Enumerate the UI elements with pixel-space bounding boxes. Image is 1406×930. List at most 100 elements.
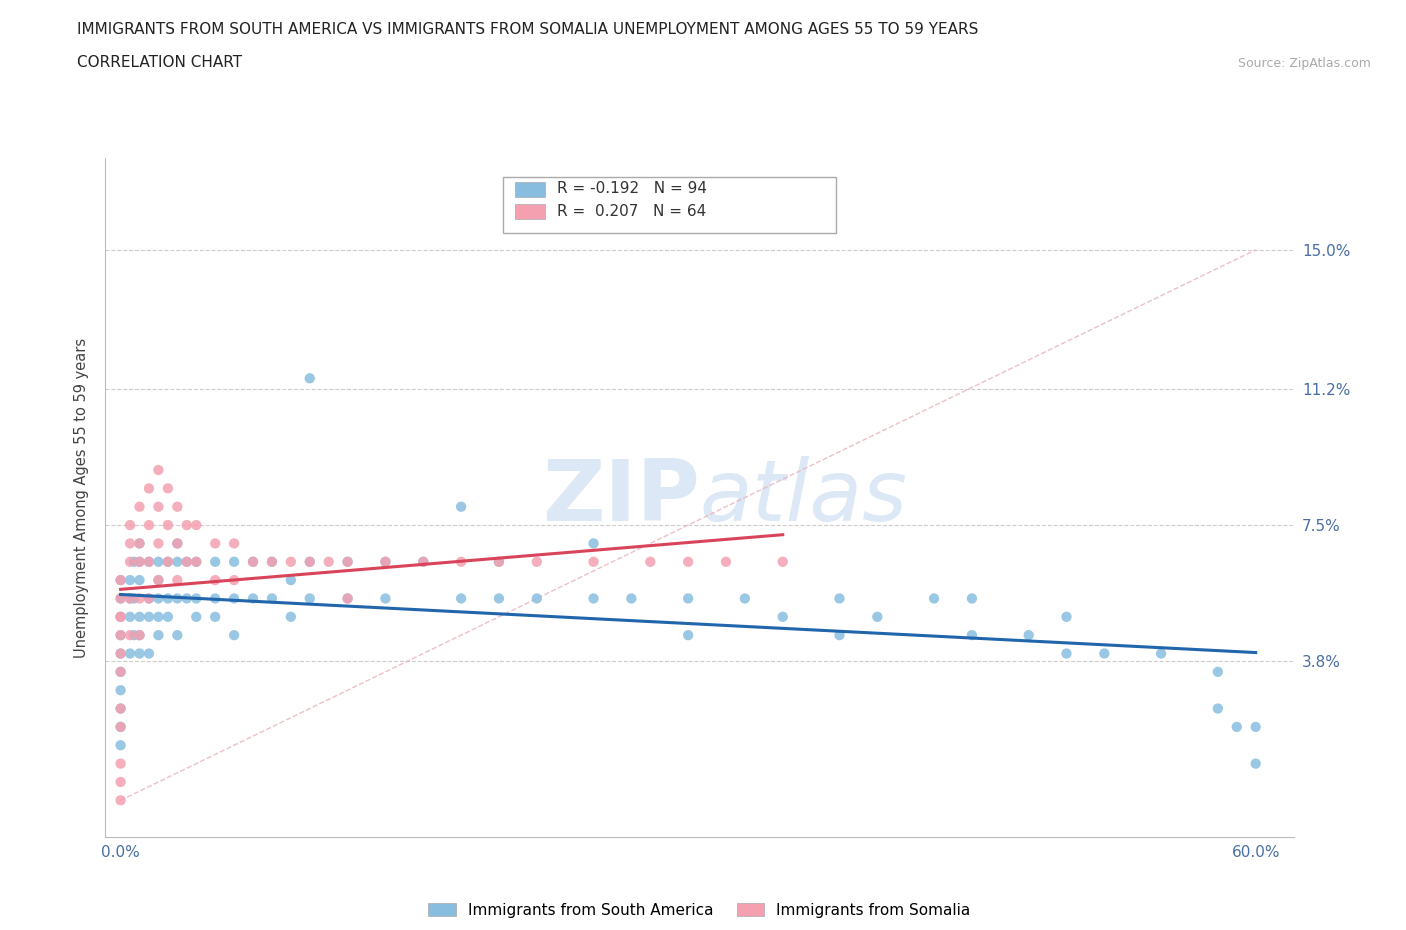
Point: [118, 554, 141, 569]
Point: [714, 554, 737, 569]
Point: [122, 591, 145, 606]
Point: [526, 554, 548, 569]
Point: [222, 591, 245, 606]
Point: [1226, 720, 1249, 735]
Point: [242, 554, 264, 569]
Point: [148, 573, 170, 588]
Point: [204, 573, 226, 588]
Point: [260, 591, 283, 606]
Point: [866, 609, 889, 624]
Point: [122, 554, 145, 569]
Point: [488, 554, 510, 569]
Point: [110, 775, 132, 790]
Point: [166, 536, 188, 551]
Point: [1206, 664, 1229, 679]
Point: [298, 554, 321, 569]
Point: [110, 628, 132, 643]
Point: [676, 554, 699, 569]
Point: [110, 646, 132, 661]
Point: [110, 609, 132, 624]
Point: [298, 591, 321, 606]
Point: [336, 591, 359, 606]
Point: [1056, 646, 1078, 661]
Point: [260, 554, 283, 569]
Point: [166, 554, 188, 569]
Text: Source: ZipAtlas.com: Source: ZipAtlas.com: [1237, 57, 1371, 70]
Y-axis label: Unemployment Among Ages 55 to 59 years: Unemployment Among Ages 55 to 59 years: [75, 338, 90, 658]
Point: [166, 536, 188, 551]
Point: [138, 591, 160, 606]
Point: [222, 628, 245, 643]
Point: [960, 591, 983, 606]
Point: [118, 609, 141, 624]
Point: [138, 554, 160, 569]
Point: [772, 609, 794, 624]
Point: [128, 536, 150, 551]
Point: [336, 591, 359, 606]
Point: [374, 554, 396, 569]
Point: [222, 573, 245, 588]
FancyBboxPatch shape: [503, 177, 837, 232]
Point: [118, 573, 141, 588]
Point: [118, 518, 141, 533]
Point: [336, 554, 359, 569]
Point: [772, 554, 794, 569]
Point: [1244, 756, 1267, 771]
Point: [128, 646, 150, 661]
Point: [156, 609, 179, 624]
Point: [118, 591, 141, 606]
Point: [138, 518, 160, 533]
Point: [1018, 628, 1040, 643]
Point: [166, 499, 188, 514]
Point: [242, 591, 264, 606]
Point: [186, 554, 208, 569]
Text: R = -0.192   N = 94: R = -0.192 N = 94: [557, 181, 707, 196]
Point: [204, 554, 226, 569]
Point: [582, 536, 605, 551]
Point: [128, 554, 150, 569]
Point: [374, 554, 396, 569]
Point: [110, 683, 132, 698]
Point: [110, 573, 132, 588]
Point: [1244, 720, 1267, 735]
Point: [676, 591, 699, 606]
Point: [148, 609, 170, 624]
Point: [148, 462, 170, 477]
Point: [1092, 646, 1115, 661]
Point: [128, 628, 150, 643]
Point: [110, 720, 132, 735]
Point: [110, 628, 132, 643]
Point: [582, 591, 605, 606]
Point: [204, 609, 226, 624]
Point: [1056, 609, 1078, 624]
Point: [128, 554, 150, 569]
Point: [110, 756, 132, 771]
Point: [138, 609, 160, 624]
Point: [166, 573, 188, 588]
Point: [166, 628, 188, 643]
Point: [156, 481, 179, 496]
Point: [128, 628, 150, 643]
Point: [280, 554, 302, 569]
Point: [488, 591, 510, 606]
Point: [148, 536, 170, 551]
Point: [128, 609, 150, 624]
Point: [734, 591, 756, 606]
Point: [828, 591, 851, 606]
FancyBboxPatch shape: [516, 205, 546, 219]
Point: [138, 646, 160, 661]
Legend: Immigrants from South America, Immigrants from Somalia: Immigrants from South America, Immigrant…: [429, 902, 970, 918]
Point: [450, 591, 472, 606]
Point: [110, 664, 132, 679]
Point: [110, 609, 132, 624]
Point: [128, 536, 150, 551]
Point: [222, 536, 245, 551]
Text: R =  0.207   N = 64: R = 0.207 N = 64: [557, 204, 706, 219]
Text: CORRELATION CHART: CORRELATION CHART: [77, 55, 242, 70]
Point: [110, 573, 132, 588]
Point: [176, 554, 198, 569]
Point: [222, 554, 245, 569]
Point: [204, 591, 226, 606]
Point: [260, 554, 283, 569]
Point: [336, 554, 359, 569]
